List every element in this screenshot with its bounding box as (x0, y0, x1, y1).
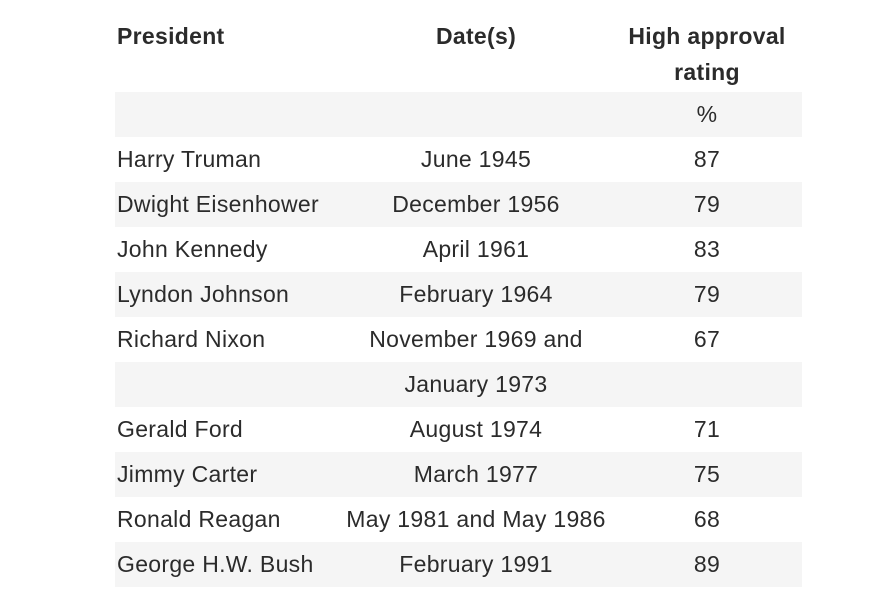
dates-cell: December 1956 (340, 182, 612, 227)
dates-cell: December 1998 (340, 587, 612, 593)
rating-cell (612, 362, 802, 407)
table-row: Harry Truman June 1945 87 (115, 137, 802, 182)
president-cell: John Kennedy (117, 236, 268, 262)
table-header: President Date(s) High approval rating % (115, 18, 802, 137)
dates-cell: June 1945 (420, 146, 532, 172)
rating-cell: 87 (693, 146, 721, 172)
president-cell: Lyndon Johnson (115, 272, 340, 317)
president-cell: Richard Nixon (117, 326, 266, 352)
table-row: Lyndon Johnson February 1964 79 (115, 272, 802, 317)
president-cell: Jimmy Carter (115, 452, 340, 497)
table-row: Jimmy Carter March 1977 75 (115, 452, 802, 497)
table-body: Harry Truman June 1945 87 Dwight Eisenho… (115, 137, 802, 593)
column-header-president: President (117, 23, 225, 49)
rating-cell: 71 (693, 416, 721, 442)
dates-cell: November 1969 and (369, 326, 583, 352)
rating-cell: 75 (612, 452, 802, 497)
approval-ratings-table: President Date(s) High approval rating %… (115, 18, 802, 593)
president-cell: Dwight Eisenhower (115, 182, 340, 227)
header-row: President Date(s) High approval rating (115, 18, 802, 92)
unit-row: % (115, 92, 802, 137)
rating-cell: 68 (693, 506, 721, 532)
rating-cell: 79 (612, 182, 802, 227)
dates-cell: May 1981 and May 1986 (346, 506, 606, 532)
column-header-high-approval-rating: High approval rating (628, 23, 786, 85)
rating-cell: 79 (612, 272, 802, 317)
rating-cell: 73 (612, 587, 802, 593)
rating-cell: 67 (693, 326, 721, 352)
table-row: Dwight Eisenhower December 1956 79 (115, 182, 802, 227)
president-cell: Bill Clinton (115, 587, 340, 593)
dates-cell: March 1977 (340, 452, 612, 497)
table-row: George H.W. Bush February 1991 89 (115, 542, 802, 587)
unit-cell-dates (340, 92, 612, 137)
table-row: Bill Clinton December 1998 73 (115, 587, 802, 593)
table-row: Richard Nixon November 1969 and 67 (115, 317, 802, 362)
rating-cell: 89 (612, 542, 802, 587)
table-row: January 1973 (115, 362, 802, 407)
dates-cell: February 1991 (340, 542, 612, 587)
dates-cell: April 1961 (422, 236, 530, 262)
table-row: Gerald Ford August 1974 71 (115, 407, 802, 452)
president-cell: Gerald Ford (117, 416, 244, 442)
table-row: John Kennedy April 1961 83 (115, 227, 802, 272)
president-cell: George H.W. Bush (115, 542, 340, 587)
dates-cell: February 1964 (340, 272, 612, 317)
president-cell: Ronald Reagan (117, 506, 281, 532)
president-cell (115, 362, 340, 407)
dates-cell: August 1974 (409, 416, 543, 442)
unit-cell-president (115, 92, 340, 137)
table-row: Ronald Reagan May 1981 and May 1986 68 (115, 497, 802, 542)
president-cell: Harry Truman (117, 146, 262, 172)
column-header-dates: Date(s) (435, 23, 517, 49)
unit-cell-percent: % (612, 92, 802, 137)
dates-cell: January 1973 (340, 362, 612, 407)
rating-cell: 83 (693, 236, 721, 262)
